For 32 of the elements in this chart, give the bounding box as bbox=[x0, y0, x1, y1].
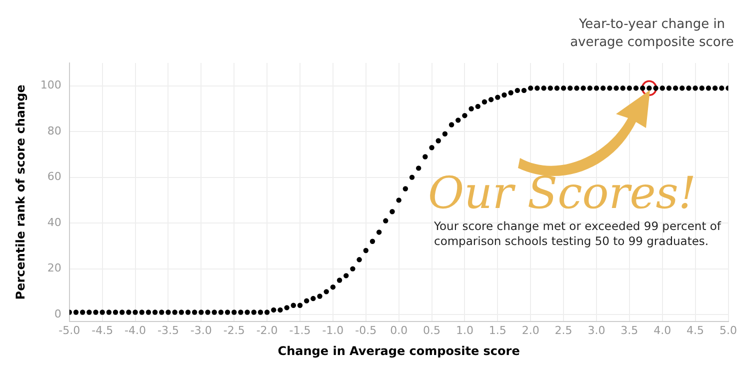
x-tick-label: 4.0 bbox=[654, 324, 672, 337]
x-tick-label: 0.5 bbox=[423, 324, 441, 337]
y-axis-title: Percentile rank of score change bbox=[13, 84, 28, 300]
x-tick-label: 5.0 bbox=[720, 324, 738, 337]
y-tick-label: 0 bbox=[54, 307, 62, 320]
x-axis-title: Change in Average composite score bbox=[278, 344, 520, 358]
y-tick-label: 80 bbox=[47, 124, 62, 138]
x-tick-label: 1.0 bbox=[456, 324, 474, 337]
y-tick-label: 20 bbox=[47, 262, 62, 275]
x-tick-label: -4.0 bbox=[124, 324, 146, 337]
x-tick-label: -3.0 bbox=[190, 324, 212, 337]
annotation: Our Scores! bbox=[428, 168, 696, 219]
x-tick-label: 3.5 bbox=[620, 324, 638, 337]
x-tick-label: -1.5 bbox=[289, 324, 311, 337]
x-tick-label: -4.5 bbox=[92, 324, 114, 337]
x-tick-label: -5.0 bbox=[58, 324, 80, 337]
x-tick-label: -3.5 bbox=[157, 324, 179, 337]
y-tick-label: 40 bbox=[47, 216, 62, 229]
annotation: Your score change met or exceeded 99 percent of comparison schools testing 50 to 99 graduates. bbox=[433, 219, 722, 248]
x-tick-label: 3.0 bbox=[588, 324, 606, 337]
x-tick-label: 2.0 bbox=[522, 324, 540, 337]
x-tick-label: -1.0 bbox=[322, 324, 344, 337]
y-tick-label: 100 bbox=[40, 78, 62, 92]
x-tick-label: 1.5 bbox=[488, 324, 506, 337]
text: Year-to-year change in average composite score bbox=[570, 17, 734, 50]
x-tick-label: -0.5 bbox=[355, 324, 377, 337]
x-tick-label: 2.5 bbox=[554, 324, 572, 337]
x-tick-label: -2.5 bbox=[223, 324, 245, 337]
x-tick-label: 0.0 bbox=[390, 324, 408, 337]
x-tick-label: 4.5 bbox=[686, 324, 704, 337]
x-tick-label: -2.0 bbox=[256, 324, 278, 337]
y-tick-label: 60 bbox=[47, 170, 62, 184]
